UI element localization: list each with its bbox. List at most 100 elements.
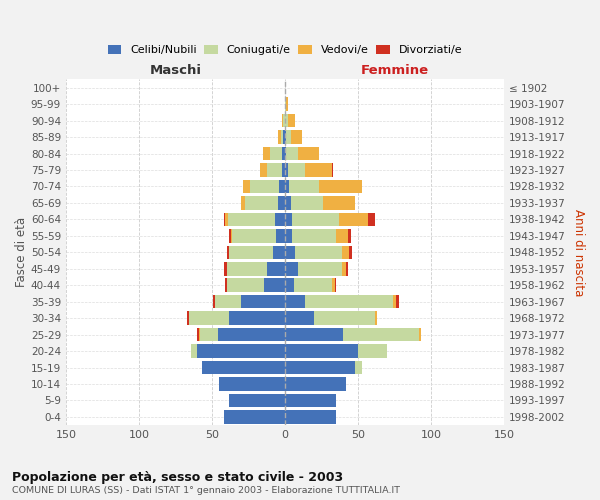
Bar (229, 229, 231, 242)
Bar (285, 394, 336, 407)
Bar (199, 328, 200, 342)
Bar (283, 114, 285, 128)
Bar (286, 130, 291, 144)
Text: Maschi: Maschi (149, 64, 202, 77)
Bar (229, 394, 285, 407)
Bar (291, 196, 323, 209)
Bar (298, 262, 342, 276)
Bar (202, 361, 285, 374)
Bar (241, 196, 245, 209)
Bar (285, 180, 289, 193)
Bar (245, 196, 278, 209)
Bar (285, 246, 295, 259)
Bar (224, 410, 285, 424)
Bar (271, 147, 282, 160)
Bar (229, 246, 273, 259)
Bar (214, 295, 215, 308)
Bar (393, 295, 396, 308)
Bar (273, 246, 285, 259)
Bar (224, 262, 227, 276)
Bar (336, 229, 348, 242)
Bar (396, 295, 399, 308)
Bar (265, 278, 285, 292)
Text: Popolazione per età, sesso e stato civile - 2003: Popolazione per età, sesso e stato civil… (12, 471, 343, 484)
Bar (263, 147, 271, 160)
Bar (285, 361, 355, 374)
Bar (358, 344, 387, 358)
Bar (278, 130, 281, 144)
Bar (275, 212, 285, 226)
Bar (285, 212, 292, 226)
Bar (215, 295, 241, 308)
Bar (285, 130, 286, 144)
Bar (286, 147, 298, 160)
Bar (332, 278, 335, 292)
Bar (224, 212, 225, 226)
Bar (288, 114, 295, 128)
Bar (339, 212, 368, 226)
Bar (289, 180, 319, 193)
Bar (349, 246, 352, 259)
Bar (285, 328, 343, 342)
Bar (197, 344, 285, 358)
Bar (286, 98, 288, 111)
Bar (343, 328, 419, 342)
Bar (218, 328, 285, 342)
Bar (292, 212, 339, 226)
Bar (305, 164, 332, 177)
Bar (285, 278, 293, 292)
Bar (314, 312, 376, 325)
Bar (291, 130, 302, 144)
Bar (298, 147, 319, 160)
Bar (342, 262, 346, 276)
Legend: Celibi/Nubili, Coniugati/e, Vedovi/e, Divorziati/e: Celibi/Nubili, Coniugati/e, Vedovi/e, Di… (103, 40, 467, 60)
Bar (285, 98, 286, 111)
Bar (281, 130, 283, 144)
Bar (225, 278, 227, 292)
Y-axis label: Fasce di età: Fasce di età (15, 218, 28, 288)
Bar (283, 130, 285, 144)
Bar (319, 180, 362, 193)
Bar (285, 295, 305, 308)
Bar (285, 164, 288, 177)
Bar (227, 246, 229, 259)
Bar (285, 196, 291, 209)
Bar (346, 262, 348, 276)
Bar (219, 377, 285, 390)
Bar (188, 312, 229, 325)
Bar (335, 278, 336, 292)
Bar (187, 312, 188, 325)
Bar (292, 229, 336, 242)
Bar (268, 262, 285, 276)
Bar (293, 278, 332, 292)
Bar (285, 410, 336, 424)
Bar (285, 229, 292, 242)
Bar (285, 312, 314, 325)
Text: Femmine: Femmine (361, 64, 428, 77)
Bar (288, 164, 305, 177)
Bar (348, 229, 350, 242)
Bar (242, 180, 250, 193)
Bar (305, 295, 393, 308)
Bar (368, 212, 376, 226)
Bar (282, 147, 285, 160)
Bar (232, 229, 276, 242)
Bar (282, 164, 285, 177)
Bar (200, 328, 218, 342)
Bar (229, 312, 285, 325)
Bar (323, 196, 355, 209)
Bar (197, 328, 199, 342)
Bar (419, 328, 421, 342)
Bar (227, 278, 265, 292)
Bar (285, 344, 358, 358)
Bar (376, 312, 377, 325)
Bar (285, 114, 288, 128)
Bar (282, 114, 283, 128)
Bar (227, 262, 268, 276)
Bar (191, 344, 197, 358)
Bar (279, 180, 285, 193)
Bar (332, 164, 333, 177)
Bar (285, 377, 346, 390)
Bar (268, 164, 282, 177)
Bar (276, 229, 285, 242)
